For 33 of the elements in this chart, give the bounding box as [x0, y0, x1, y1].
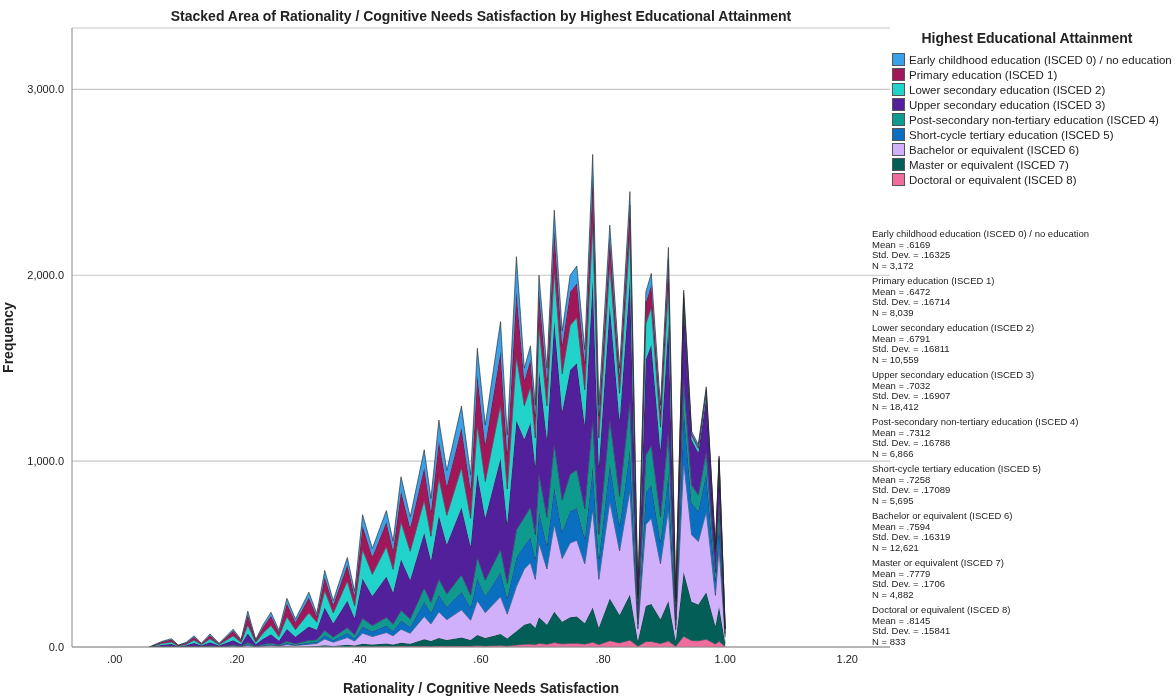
legend-label: Doctoral or equivalent (ISCED 8) — [909, 173, 1077, 186]
chart-title: Stacked Area of Rationality / Cognitive Needs Satisfaction by Highest Educational Attainment — [169, 8, 793, 24]
x-tick-label: .80 — [595, 652, 611, 665]
legend-label: Primary education (ISCED 1) — [909, 68, 1058, 81]
x-tick-label: .40 — [351, 652, 367, 665]
legend-label: Upper secondary education (ISCED 3) — [909, 98, 1106, 111]
annotation: Upper secondary education (ISCED 3) Mean = .7032 Std. Dev. = .16907 N = 18,412 — [872, 369, 1036, 412]
x-axis-title: Rationality / Cognitive Needs Satisfaction — [342, 680, 620, 696]
x-tick-label: .00 — [107, 652, 123, 665]
annotation: Bachelor or equivalent (ISCED 6) Mean = .7594 Std. Dev. = .16319 N = 12,621 — [872, 510, 1014, 553]
y-tick-label: 2,000.0 — [27, 269, 64, 282]
x-tick-label: .20 — [229, 652, 245, 665]
legend-label: Master or equivalent (ISCED 7) — [909, 158, 1069, 171]
y-tick-label: 1,000.0 — [27, 455, 64, 468]
y-tick-label: 3,000.0 — [27, 83, 64, 96]
annotation: Short-cycle tertiary education (ISCED 5) Mean = .7258 Std. Dev. = .17089 N = 5,695 — [872, 463, 1042, 506]
legend-label: Short-cycle tertiary education (ISCED 5) — [909, 128, 1114, 141]
annotation: Early childhood education (ISCED 0) / no education Mean = .6169 Std. Dev. = .16325 N = 3,172 — [872, 228, 1090, 271]
x-tick-label: .60 — [473, 652, 489, 665]
x-tick-label: 1.00 — [714, 652, 736, 665]
legend-label: Bachelor or equivalent (ISCED 6) — [909, 143, 1080, 156]
legend-label: Early childhood education (ISCED 0) / no education — [909, 53, 1172, 66]
annotation: Primary education (ISCED 1) Mean = .6472 Std. Dev. = .16714 N = 8,039 — [872, 275, 996, 318]
annotation: Lower secondary education (ISCED 2) Mean = .6791 Std. Dev. = .16811 N = 10,559 — [872, 322, 1036, 365]
legend-label: Post-secondary non-tertiary education (ISCED 4) — [909, 113, 1159, 126]
annotation: Doctoral or equivalent (ISCED 8) Mean = .8145 Std. Dev. = .15841 N = 833 — [872, 604, 1012, 647]
annotation: Post-secondary non-tertiary education (ISCED 4) Mean = .7312 Std. Dev. = .16788 N = 6,866 — [872, 416, 1080, 459]
y-axis-title: Frequency — [0, 301, 16, 373]
legend-title: Highest Educational Attainment — [920, 30, 1134, 46]
annotation: Master or equivalent (ISCED 7) Mean = .7779 Std. Dev. = .1706 N = 4,882 — [872, 557, 1005, 600]
x-tick-label: 1.20 — [836, 652, 858, 665]
y-tick-label: 0.0 — [48, 640, 64, 653]
legend-label: Lower secondary education (ISCED 2) — [909, 83, 1106, 96]
